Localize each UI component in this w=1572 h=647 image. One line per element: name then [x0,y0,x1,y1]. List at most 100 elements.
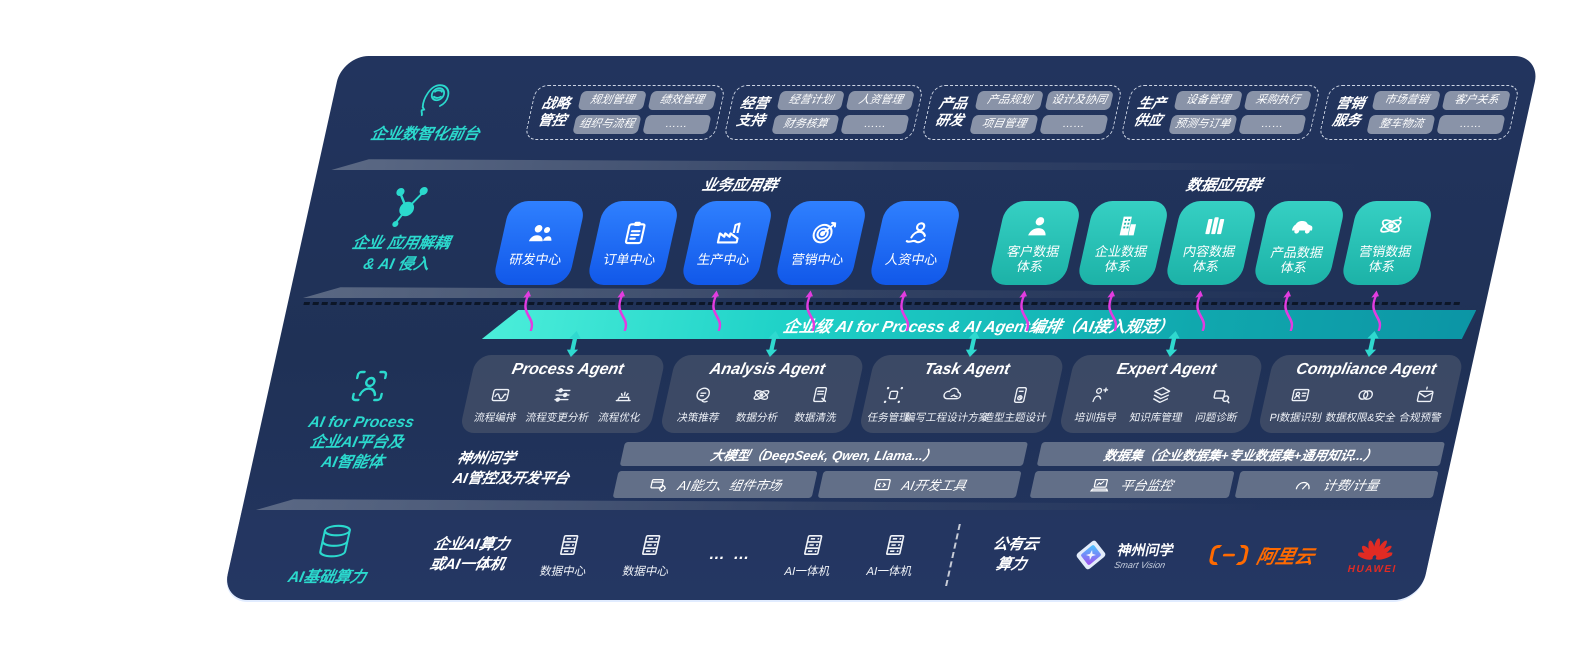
infra-label-block: AI基础算力 [225,521,440,588]
capability-pill: 设计及协同 [1044,90,1114,110]
database-icon [319,525,351,558]
data-box-label: 内容数据体系 [1181,243,1238,274]
data-box-enterprise: 企业数据体系 [1075,201,1171,331]
target-icon [812,221,837,244]
agent-capability: 问题诊断 [1193,412,1239,424]
ai-platform-layer: AI for Process 企业AI平台及 AI智能体 Process Age… [245,331,1478,498]
huawei-name: HUAWEI [1346,563,1399,575]
group-title: 产品研发 [933,95,970,128]
hr-people-icon [905,222,926,244]
ai-devtools-cell: AI开发工具 [817,471,1022,498]
business-app-group: 业务应用群 研发中心 [491,174,969,331]
factory-icon [716,222,741,244]
server-icon [642,534,661,555]
server-icon [886,534,905,555]
group-production-supply: 生产供应 设备管理 采购执行 预测与订单 …… [1119,84,1322,140]
app-box-production-center: 生产中心 [679,201,775,331]
group-marketing-service: 营销服务 市场营销 客户关系 整车物流 …… [1318,84,1521,140]
alibaba-cloud-logo: 阿里云 [1206,542,1317,569]
alibaba-cloud-name: 阿里云 [1254,546,1317,568]
compute-label-line2: 或AI一体机 [427,556,507,573]
data-box-customer: 客户数据体系 [987,201,1083,331]
capability-pill: 规划管理 [577,90,647,110]
id-card-icon [1291,388,1310,402]
agent-title: Process Agent [510,361,626,378]
app-box-label: 生产中心 [695,252,752,268]
capability-pill: 整车物流 [1366,114,1436,134]
agent-title: Expert Agent [1115,361,1219,378]
capability-pill: 财务核算 [771,114,841,134]
capability-pill: 客户关系 [1441,90,1511,110]
decoupling-label-block: 企业 应用解耦 & AI 侵入 [292,174,517,286]
agent-title: Task Agent [922,361,1012,378]
smartvision-subname: Smart Vision [1113,560,1167,570]
flow-icon [491,388,510,402]
diagram-stage: 企业数智化前台 战略管控 规划管理 绩效管理 组织与流程 …… 经营支持 经营计… [222,56,1541,600]
rings-icon [1358,390,1374,400]
boundary-dashed-line [303,302,1461,305]
capability-pill: …… [642,114,712,134]
alert-mail-icon [1416,386,1434,403]
cloud-edit-icon [942,387,961,400]
agent-capability: 决策推荐 [675,412,721,424]
server-icon [559,534,579,555]
data-box-label: 营销数据体系 [1357,243,1414,274]
agent-capability: 培训指导 [1073,412,1118,424]
doc-clean-icon [813,386,828,403]
agent-layer-label-line1: AI for Process [306,413,416,431]
task-grid-icon [883,386,904,404]
dataset-group: 数据集（企业数据集+专业数据集+通用知识...） 平台监控 [1029,442,1446,498]
group-product-rd: 产品研发 产品规划 设计及协同 项目管理 …… [921,84,1124,140]
decoupling-layer: 企业 应用解耦 & AI 侵入 业务应用群 研发中心 [292,170,1516,331]
front-office-label: 企业数智化前台 [368,126,482,144]
node-label: 数据中心 [538,565,588,578]
teal-sync-arrow [766,331,781,357]
platform-subtitle: AI管控及开发平台 [451,471,571,487]
atom-icon [753,390,770,400]
platform-name: 神州问学 [455,451,517,468]
customer-icon [1028,216,1046,235]
data-box-label: 企业数据体系 [1093,243,1150,274]
agent-capability: 造型主题设计 [982,412,1048,424]
analysis-agent-card: Analysis Agent 决策推荐 [658,331,866,433]
training-icon [1092,387,1109,403]
front-office-groups: 战略管控 规划管理 绩效管理 组织与流程 …… 经营支持 经营计划 人资管理 财… [524,84,1521,140]
model-group: 大模型（DeepSeek, Qwen, Llama...） AI能力、组件市场 [612,442,1029,498]
metering-cell: 计费/计量 [1234,471,1439,498]
cell-label: AI开发工具 [900,478,968,493]
layer-divider [331,158,1504,170]
molecule-icon [392,187,428,228]
data-box-marketing: 营销数据体系 [1339,201,1435,331]
datacenter-node: 数据中心 [538,532,594,579]
cell-label: 平台监控 [1118,478,1175,493]
app-box-label: 人资中心 [883,252,940,268]
monitor-icon [1090,478,1109,491]
capability-pill: 经营计划 [776,90,846,110]
product-car-icon [1292,220,1313,234]
dataset-bar: 数据集（企业数据集+专业数据集+通用知识...） [1036,442,1446,466]
public-cloud-line1: 公有云 [991,535,1041,553]
data-box-label: 产品数据体系 [1269,244,1325,275]
compliance-agent-card: Compliance Agent PI数据识别 数据权限 [1257,331,1465,433]
capability-pill: 项目管理 [969,114,1039,134]
platform-label-block: AI for Process 企业AI平台及 AI智能体 [245,339,480,498]
layer-divider [303,286,1476,298]
agent-title: Compliance Agent [1294,361,1439,378]
task-agent-card: Task Agent 任务管理 [858,331,1066,433]
enterprise-building-icon [1119,216,1137,235]
layer-divider [256,498,1429,510]
front-office-layer: 企业数智化前台 战略管控 规划管理 绩效管理 组织与流程 …… 经营支持 经营计… [320,56,1541,158]
data-group-title: 数据应用群 [1184,177,1264,194]
layers-icon [1152,386,1170,404]
business-group-title: 业务应用群 [700,177,780,194]
huawei-flower-icon [1357,537,1394,560]
ai-components-cell: AI能力、组件市场 [612,471,818,498]
capability-pill: …… [1237,114,1308,134]
agents-row: Process Agent 流程编排 [459,331,1465,433]
capability-pill: 采购执行 [1243,90,1313,110]
agent-capability: 数据分析 [734,412,780,424]
agent-capability: 数据清洗 [792,412,838,424]
group-title: 营销服务 [1331,95,1367,128]
agent-capability: 数据权限&安全 [1324,412,1397,424]
